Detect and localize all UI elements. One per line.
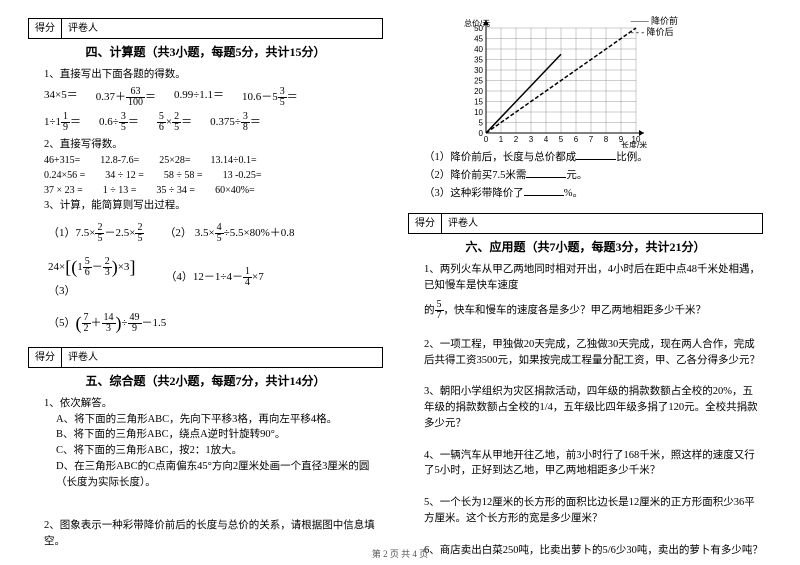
q6-1b: 的57，快车和慢车的速度各是多少？甲乙两地相距多少千米？	[424, 300, 763, 321]
chart-q1: （1）降价前后，长度与总价都成比例。	[424, 148, 763, 166]
svg-text:30: 30	[474, 66, 483, 75]
reviewer-label: 评卷人	[62, 19, 104, 38]
expr: 10.6－535＝	[242, 87, 298, 108]
svg-text:20: 20	[474, 87, 483, 96]
q4-3-intro: 3、计算，能简算则写出过程。	[44, 198, 383, 214]
expr: 56×25＝	[157, 112, 192, 133]
price-chart: —— 降价前 - - - 降价后 01234567891005101520253…	[458, 18, 658, 148]
expr-5: （5）(72＋143)÷499－1.5	[48, 310, 383, 337]
svg-text:7: 7	[589, 135, 594, 144]
svg-text:1: 1	[499, 135, 504, 144]
q5-2: 2、图象表示一种彩带降价前后的长度与总价的关系，请根据图中信息填空。	[44, 518, 383, 550]
q6-1a: 1、两列火车从甲乙两地同时相对开出，4小时后在距中点48千米处相遇，已知慢车是快…	[424, 262, 763, 294]
svg-text:6: 6	[574, 135, 579, 144]
svg-text:5: 5	[479, 119, 484, 128]
svg-text:2: 2	[514, 135, 519, 144]
calc-row-1: 34×5＝ 0.37＋63100＝ 0.99÷1.1＝ 10.6－535＝	[44, 87, 383, 108]
svg-text:8: 8	[604, 135, 609, 144]
page-footer: 第 2 页 共 4 页	[0, 548, 800, 562]
expr: 1÷119＝	[44, 112, 81, 133]
section4-title: 四、计算题（共3小题，每题5分，共计15分）	[28, 43, 383, 61]
svg-text:5: 5	[559, 135, 564, 144]
expr: 0.37＋63100＝	[96, 87, 156, 108]
svg-text:10: 10	[474, 108, 483, 117]
score-label: 得分	[29, 19, 62, 38]
expr: 34×5＝	[44, 87, 78, 108]
calc-row-2: 1÷119＝ 0.6÷35＝ 56×25＝ 0.375÷38＝	[44, 112, 383, 133]
svg-text:0: 0	[484, 135, 489, 144]
right-column: —— 降价前 - - - 降价后 01234567891005101520253…	[408, 18, 763, 558]
chart-svg: 01234567891005101520253035404550总价/元长度/米	[458, 18, 658, 148]
svg-text:35: 35	[474, 56, 483, 65]
chart-legend: —— 降价前 - - - 降价后	[631, 16, 678, 38]
svg-text:3: 3	[529, 135, 534, 144]
num-row-2: 0.24×56 =34 ÷ 12 =58 ÷ 58 =13 -0.25=	[44, 168, 383, 183]
q4-2-intro: 2、直接写得数。	[44, 137, 383, 153]
q5-1b: B、将下面的三角形ABC，绕点A逆时针旋转90°。	[56, 427, 383, 443]
score-label: 得分	[29, 348, 62, 367]
expr-3-4: 24×[(156－23)×3] （3） （4）12－1÷4－14×7	[48, 254, 383, 300]
svg-text:25: 25	[474, 77, 483, 86]
svg-text:4: 4	[544, 135, 549, 144]
num-row-3: 37 × 23 =1 ÷ 13 =35 ÷ 34 =60×40%=	[44, 183, 383, 198]
reviewer-label: 评卷人	[442, 214, 484, 233]
q4-1-intro: 1、直接写出下面各题的得数。	[44, 67, 383, 83]
expr-1-2: （1）7.5×25－2.5×25 （2） 3.5×45÷5.5×80%＋0.8	[48, 223, 383, 244]
q5-1: 1、依次解答。	[44, 396, 383, 412]
left-column: 得分 评卷人 四、计算题（共3小题，每题5分，共计15分） 1、直接写出下面各题…	[28, 18, 383, 550]
score-label: 得分	[409, 214, 442, 233]
q6-5: 5、一个长为12厘米的长方形的面积比边长是12厘米的正方形面积少36平方厘米。这…	[424, 495, 763, 527]
score-box-5: 得分 评卷人	[28, 347, 383, 368]
q6-2: 2、一项工程，甲独做20天完成，乙独做30天完成，现在两人合作，完成后共得工资3…	[424, 337, 763, 369]
q5-1d: D、在三角形ABC的C点南偏东45°方向2厘米处画一个直径3厘米的圆（长度为实际…	[56, 459, 383, 491]
svg-text:15: 15	[474, 98, 483, 107]
svg-text:0: 0	[479, 129, 484, 138]
expr: 0.6÷35＝	[99, 112, 139, 133]
q6-3: 3、朝阳小学组织为灾区捐款活动，四年级的捐款数额占全校的20%，五年级的捐款数额…	[424, 384, 763, 431]
svg-text:总价/元: 总价/元	[464, 18, 490, 28]
expr: 0.375÷38＝	[210, 112, 261, 133]
reviewer-label: 评卷人	[62, 348, 104, 367]
q6-4: 4、一辆汽车从甲地开往乙地，前3小时行了168千米，照这样的速度又行了5小时，正…	[424, 448, 763, 480]
svg-text:长度/米: 长度/米	[621, 140, 647, 148]
q5-1a: A、将下面的三角形ABC，先向下平移3格，再向左平移4格。	[56, 412, 383, 428]
expr: 0.99÷1.1＝	[174, 87, 224, 108]
num-row-1: 46+315=12.8-7.6=25×28=13.14÷0.1=	[44, 153, 383, 168]
score-box-6: 得分 评卷人	[408, 213, 763, 234]
chart-q2: （2）降价前买7.5米需元。	[424, 166, 763, 184]
score-box-4: 得分 评卷人	[28, 18, 383, 39]
page: 得分 评卷人 四、计算题（共3小题，每题5分，共计15分） 1、直接写出下面各题…	[0, 0, 800, 565]
q5-1c: C、将下面的三角形ABC，按2：1放大。	[56, 443, 383, 459]
section6-title: 六、应用题（共7小题，每题3分，共计21分）	[408, 238, 763, 256]
svg-text:45: 45	[474, 35, 483, 44]
section5-title: 五、综合题（共2小题，每题7分，共计14分）	[28, 372, 383, 390]
chart-q3: （3）这种彩带降价了%。	[424, 184, 763, 202]
svg-text:40: 40	[474, 45, 483, 54]
expr-4: （4）12－1÷4－14×7	[165, 267, 263, 288]
expr-3: 24×[(156－23)×3] （3）	[48, 254, 135, 300]
